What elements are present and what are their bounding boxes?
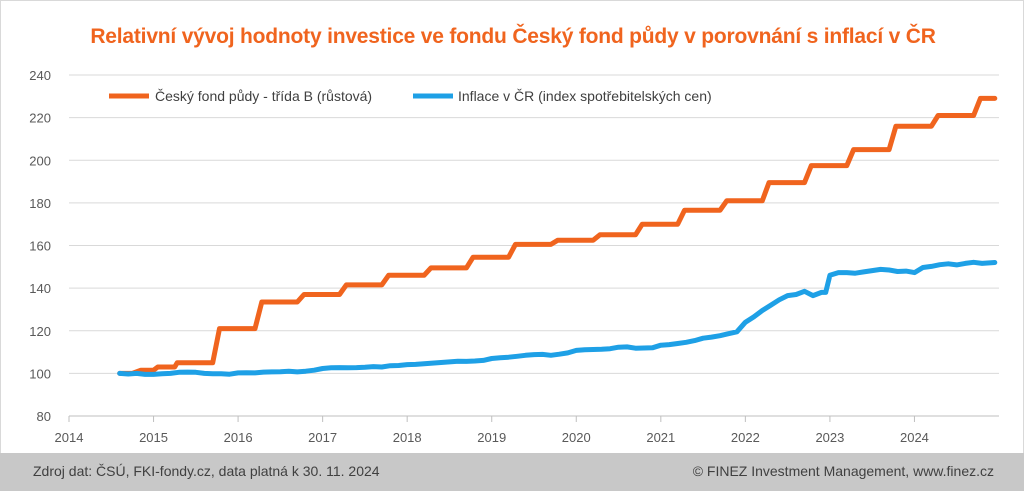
x-tick-label: 2018 [393, 430, 422, 445]
x-tick-label: 2020 [562, 430, 591, 445]
y-tick-label: 240 [29, 68, 51, 83]
x-tick-labels: 2014 2015 2016 2017 2018 2019 2020 2021 2022 2023… [55, 430, 929, 445]
y-tick-labels: 80 100 120 140 160 180 200 220 240 [29, 68, 51, 424]
x-tick-label: 2014 [55, 430, 84, 445]
chart-title: Relativní vývoj hodnoty investice ve fon… [90, 25, 936, 48]
x-tick-label: 2019 [477, 430, 506, 445]
x-tick-label: 2017 [308, 430, 337, 445]
x-tick-label: 2015 [139, 430, 168, 445]
y-tick-label: 120 [29, 324, 51, 339]
grid-lines [68, 74, 999, 422]
x-tick-label: 2024 [900, 430, 929, 445]
y-tick-label: 160 [29, 239, 51, 254]
series-line-inflace [117, 259, 998, 377]
data-source: Zdroj dat: ČSÚ, FKI-fondy.cz, data platn… [33, 463, 380, 479]
x-tick-label: 2016 [224, 430, 253, 445]
y-tick-label: 140 [29, 281, 51, 296]
series-lines [117, 95, 998, 377]
y-tick-label: 80 [37, 409, 51, 424]
legend: Český fond půdy - třída B (růstová) Infl… [109, 88, 712, 104]
y-tick-label: 200 [29, 153, 51, 168]
y-tick-label: 100 [29, 366, 51, 381]
x-tick-label: 2023 [815, 430, 844, 445]
copyright: © FINEZ Investment Management, www.finez… [692, 463, 994, 479]
y-tick-label: 180 [29, 196, 51, 211]
legend-label-inflace: Inflace v ČR (index spotřebitelských cen… [458, 88, 712, 104]
x-tick-label: 2022 [731, 430, 760, 445]
y-tick-label: 220 [29, 111, 51, 126]
footer-bar: Zdroj dat: ČSÚ, FKI-fondy.cz, data platn… [0, 453, 1024, 491]
legend-label-cesky-fond-pudy: Český fond půdy - třída B (růstová) [155, 88, 372, 104]
series-line-cesky-fond-pudy [117, 95, 998, 376]
x-tick-label: 2021 [646, 430, 675, 445]
